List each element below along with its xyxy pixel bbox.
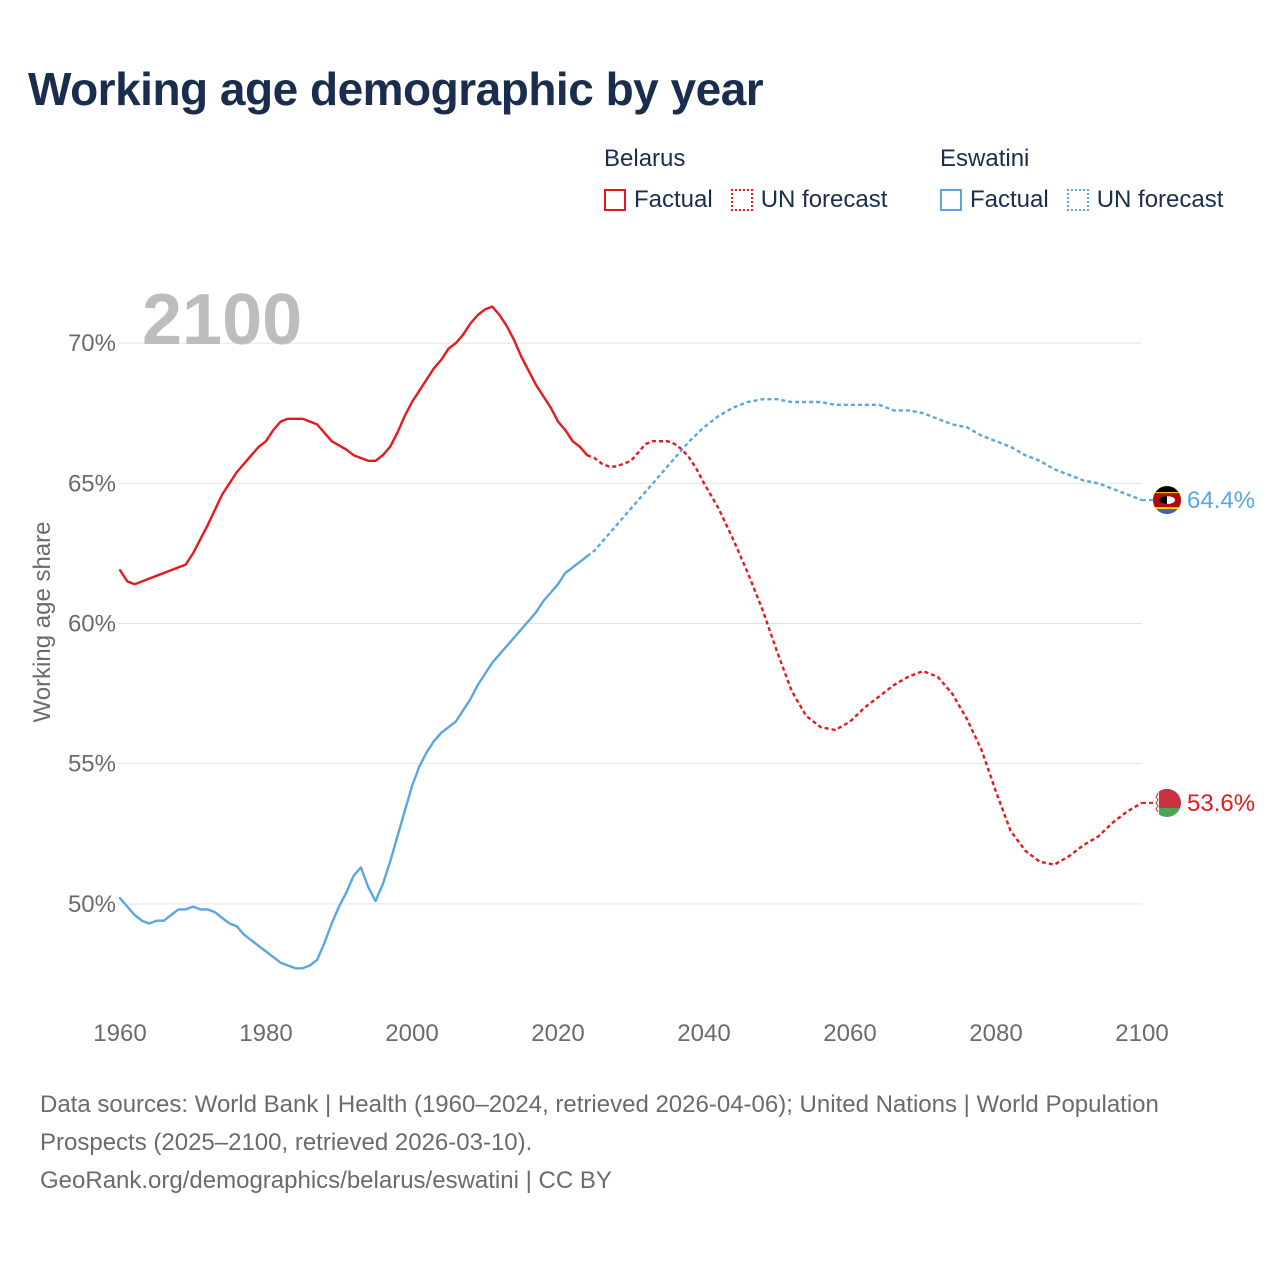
x-tick-label: 2080 [969,1020,1022,1047]
legend-eswatini-factual[interactable]: Factual [940,186,1049,214]
series-layer [118,305,1181,970]
y-tick-label: 60% [68,610,116,637]
page-title: Working age demographic by year [28,63,764,115]
eswatini-forecast-line [586,398,1143,558]
eswatini-flag-icon [1153,486,1181,515]
eswatini-factual-line [118,555,589,970]
x-tick-label: 1960 [93,1020,146,1047]
legend-eswatini-forecast-swatch [1066,189,1089,211]
legend-eswatini-forecast[interactable]: UN forecast [1066,186,1224,214]
x-tick-label: 2060 [823,1020,876,1047]
legend-eswatini: Eswatini Factual UN forecast [940,144,1241,214]
legend-belarus-factual-label: Factual [634,186,713,213]
legend-eswatini-forecast-label: UN forecast [1096,186,1224,213]
y-axis-title: Working age share [29,522,56,723]
grid-layer [118,342,1142,905]
legend-belarus-factual[interactable]: Factual [604,186,713,214]
belarus-end-label: 53.6% [1187,790,1255,817]
y-tick-label: 70% [68,330,116,357]
x-tick-label: 2000 [385,1020,438,1047]
legend-belarus-factual-swatch [604,189,626,211]
legend-eswatini-factual-swatch [940,189,962,211]
belarus-flag-icon [1153,788,1181,817]
legend-belarus-forecast[interactable]: UN forecast [730,186,888,214]
y-tick-label: 50% [68,891,116,918]
legend-belarus: Belarus Factual UN forecast [604,144,905,214]
x-tick-label: 2020 [531,1020,584,1047]
label-layer: 50% 55% 60% 65% 70% 1960 1980 2000 2020 2040 2060 2… [68,330,1255,1047]
data-sources: Data sources: World Bank | Health (1960–… [40,1091,1159,1156]
x-tick-label: 2100 [1115,1020,1168,1047]
x-tick-label: 1980 [239,1020,292,1047]
belarus-forecast-line [586,440,1143,866]
x-tick-label: 2040 [677,1020,730,1047]
belarus-factual-line [118,305,589,586]
legend-eswatini-name: Eswatini [940,145,1030,172]
legend-belarus-name: Belarus [604,145,686,172]
year-watermark: 2100 [142,280,302,360]
y-tick-label: 65% [68,470,116,497]
credit-link[interactable]: GeoRank.org/demographics/belarus/eswatin… [40,1167,612,1194]
legend-belarus-forecast-label: UN forecast [760,186,888,213]
eswatini-end-label: 64.4% [1187,487,1255,514]
legend-belarus-forecast-swatch [730,189,753,211]
legend-eswatini-factual-label: Factual [970,186,1049,213]
footer: Data sources: World Bank | Health (1960–… [40,1086,1240,1200]
y-tick-label: 55% [68,751,116,778]
